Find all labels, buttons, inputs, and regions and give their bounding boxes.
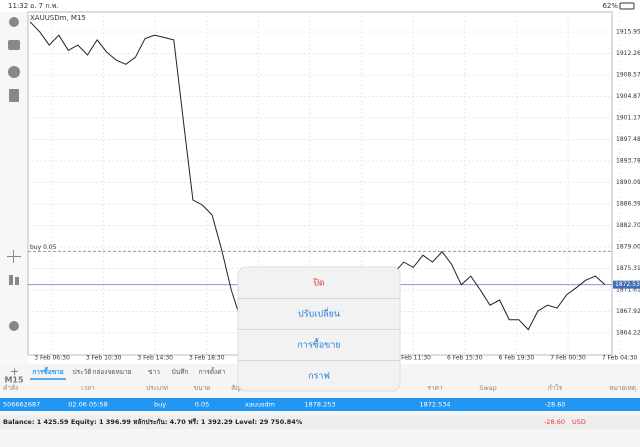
y-tick-label: 1886.395	[616, 200, 640, 207]
table-cell: 0.05	[195, 401, 209, 409]
x-tick-label: 3 Feb 14:30	[137, 355, 173, 362]
table-cell: 1878.253	[304, 401, 335, 409]
y-tick-label: 1901.175	[616, 114, 640, 121]
table-header: ขนาด	[194, 384, 211, 392]
table-cell: -28.60	[545, 401, 566, 409]
x-tick-label: 3 Feb 06:30	[34, 355, 70, 362]
footer-bar	[0, 415, 640, 429]
table-cell: buy	[154, 401, 166, 409]
y-tick-label: 1908.570	[616, 71, 640, 78]
timeframe[interactable]: M15	[4, 376, 24, 385]
y-tick-label: 1912.260	[616, 50, 640, 57]
table-header: หมายเหตุ	[609, 384, 636, 392]
y-tick-label: 1904.870	[616, 93, 640, 100]
status-battery: 62%	[602, 2, 618, 10]
popup-item[interactable]: ปิด	[313, 278, 325, 289]
buy-label: buy 0.05	[30, 244, 57, 251]
x-tick-label: 7 Feb 04:30	[602, 355, 638, 362]
account-summary: Balance: 1 425.59 Equity: 1 396.99 หลักป…	[3, 418, 303, 426]
tab[interactable]: การตั้งค่า	[199, 367, 226, 376]
status-time: 11:32	[8, 2, 28, 10]
y-tick-label: 1890.090	[616, 179, 640, 186]
tab[interactable]: บันทึก	[172, 368, 189, 376]
table-cell: 02.06 05:58	[68, 401, 107, 409]
tab[interactable]: กล่องจดหมาย	[92, 368, 131, 376]
symbol-label: XAUUSDm, M15	[30, 14, 86, 22]
x-tick-label: 6 Feb 15:30	[447, 355, 483, 362]
table-cell: xauusdm	[245, 401, 275, 409]
y-tick-label: 1897.480	[616, 136, 640, 143]
x-tick-label: 6 Feb 19:30	[499, 355, 535, 362]
y-tick-label: 1864.225	[616, 329, 640, 336]
table-cell: 1872.534	[419, 401, 450, 409]
y-tick-label: 1871.615	[616, 286, 640, 293]
table-cell: 506662687	[3, 401, 40, 409]
x-tick-label: 6 Feb 11:30	[395, 355, 431, 362]
bid-label: 1872.534	[615, 281, 640, 288]
currency: USD	[572, 418, 586, 426]
table-header: ราคา	[427, 384, 442, 392]
popup-item[interactable]: กราฟ	[308, 372, 330, 382]
popup-item[interactable]: ปรับเปลี่ยน	[298, 307, 340, 320]
add-button[interactable]: +	[10, 365, 19, 378]
status-date: อ. 7 ก.พ.	[30, 2, 59, 10]
y-tick-label: 1867.920	[616, 308, 640, 315]
tab[interactable]: ประวัติ	[73, 368, 92, 376]
selected-row[interactable]	[0, 398, 640, 411]
table-header: ประเภท	[146, 384, 168, 392]
battery-icon	[619, 2, 635, 10]
toolbar-icons	[7, 17, 21, 331]
tab[interactable]: ข่าว	[148, 368, 160, 376]
y-tick-label: 1875.310	[616, 265, 640, 272]
toolbar	[0, 12, 28, 364]
bid-tag	[613, 280, 640, 289]
y-tick-label: 1893.785	[616, 157, 640, 164]
y-tick-label: 1879.005	[616, 243, 640, 250]
x-tick-label: 3 Feb 10:30	[86, 355, 122, 362]
table-header: คำสั่ง	[3, 383, 18, 392]
table-header: เวลา	[81, 384, 95, 392]
y-tick-label: 1915.955	[616, 28, 640, 35]
y-tick-label: 1882.700	[616, 222, 640, 229]
table-header: Swap	[479, 384, 497, 392]
x-tick-label: 3 Feb 18:30	[189, 355, 225, 362]
popup-item[interactable]: การซื้อขาย	[297, 338, 340, 351]
x-tick-label: 7 Feb 00:30	[550, 355, 586, 362]
total-profit: -28.60	[544, 418, 565, 426]
table-header: กำไร	[548, 384, 563, 392]
tab[interactable]: การซื้อขาย	[32, 366, 63, 376]
